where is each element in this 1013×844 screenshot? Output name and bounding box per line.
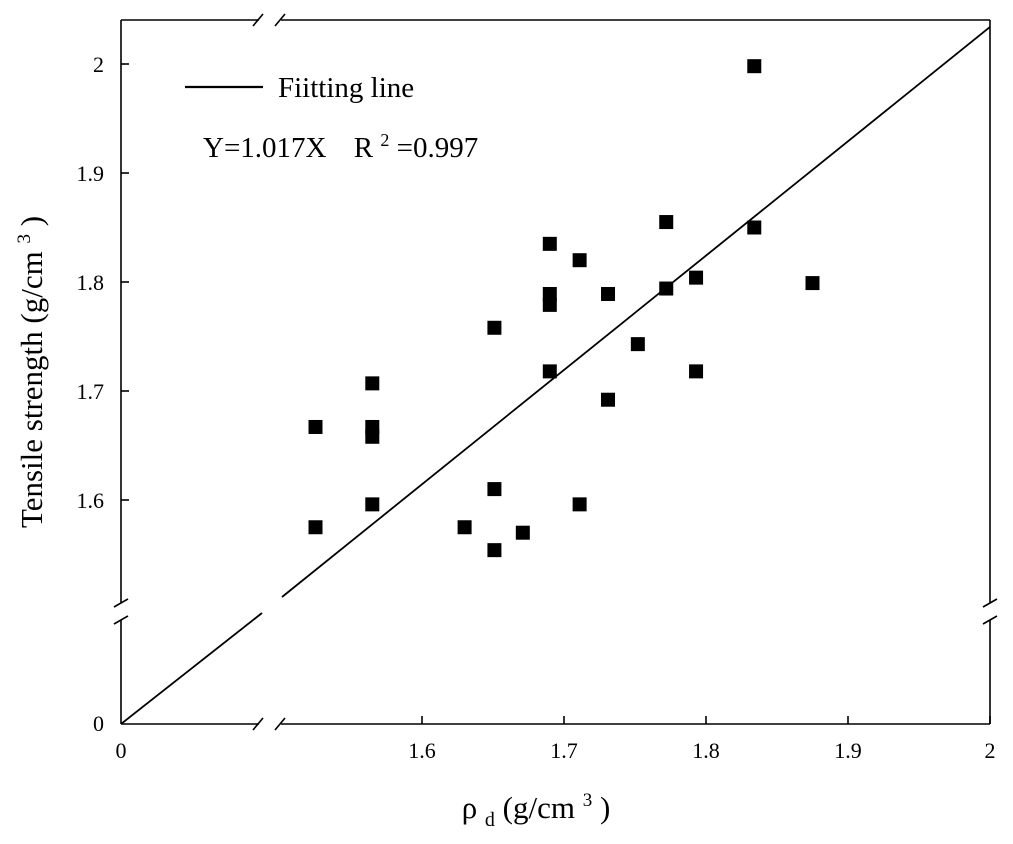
y-tick-label: 1.7	[77, 379, 105, 404]
break-mark-bottom-1	[252, 717, 264, 731]
fitting-line-group	[120, 26, 991, 725]
x-tick-label: 1.7	[550, 738, 578, 763]
break-mark-left-1	[113, 598, 129, 608]
x-axis-title-symbol: ρ	[462, 790, 477, 825]
break-mark-right-2	[982, 615, 998, 625]
data-point	[365, 497, 380, 512]
data-point	[542, 286, 557, 301]
fitting-line-lower	[120, 612, 263, 725]
x-tick-label: 1.8	[692, 738, 720, 763]
x-tick-label: 1.6	[408, 738, 436, 763]
legend: Fiitting line	[185, 72, 414, 104]
data-point	[747, 59, 762, 74]
legend-label: Fiitting line	[278, 72, 414, 104]
break-mark-right-1	[982, 598, 998, 608]
data-point	[689, 270, 704, 285]
fit-equation: Y=1.017X R 2 =0.997	[203, 121, 478, 164]
r-squared-value: =0.997	[397, 132, 479, 164]
data-point	[630, 337, 645, 352]
plot-frame	[120, 19, 991, 725]
x-axis-title-close: )	[600, 790, 610, 825]
data-point	[601, 286, 616, 301]
break-mark-left-2	[113, 615, 129, 625]
data-point	[659, 281, 674, 296]
x-axis-title-sub: d	[485, 809, 495, 831]
r-squared-superscript: 2	[380, 130, 389, 150]
data-point	[542, 297, 557, 312]
y-tick-label: 2	[93, 52, 104, 77]
x-origin-label: 0	[116, 738, 127, 763]
x-tick-label: 2	[985, 738, 996, 763]
data-point	[365, 376, 380, 391]
y-axis-title: Tensile strength (g/cm 3 )	[2, 216, 49, 528]
break-mark-top-1	[252, 13, 264, 27]
x-axis-ticks: 1.6 1.7 1.8 1.9 2	[408, 716, 996, 763]
data-point	[542, 364, 557, 379]
x-axis-title: ρ d (g/cm 3 )	[462, 778, 611, 833]
data-point	[805, 276, 820, 291]
break-mark-top-2	[274, 13, 286, 27]
fit-equation-y: Y=1.017X	[203, 132, 327, 164]
data-point	[457, 520, 472, 535]
data-point	[689, 364, 704, 379]
data-point	[747, 220, 762, 235]
break-mark-bottom-2	[274, 717, 286, 731]
data-point	[487, 482, 502, 497]
x-axis-title-unit: (g/cm	[503, 790, 575, 825]
data-point	[572, 253, 587, 268]
x-tick-label: 1.9	[834, 738, 862, 763]
data-point	[601, 392, 616, 407]
y-axis-title-text: Tensile strength (g/cm	[14, 251, 49, 528]
y-origin-label: 0	[93, 711, 104, 736]
x-axis-title-sup: 3	[583, 790, 593, 811]
data-point	[308, 419, 323, 434]
fitting-line	[281, 26, 991, 598]
y-axis-ticks: 1.6 1.7 1.8 1.9 2	[77, 52, 129, 513]
data-point	[487, 543, 502, 558]
data-point	[572, 497, 587, 512]
data-point	[515, 525, 530, 540]
y-tick-label: 1.8	[77, 270, 105, 295]
data-point	[308, 520, 323, 535]
data-points	[308, 59, 820, 558]
y-tick-label: 1.9	[77, 161, 105, 186]
y-axis-title-close: )	[14, 216, 49, 226]
axis-break-marks	[113, 13, 998, 731]
data-point	[542, 236, 557, 251]
data-point	[659, 215, 674, 230]
data-point	[487, 320, 502, 335]
y-tick-label: 1.6	[77, 488, 105, 513]
data-point	[365, 429, 380, 444]
r-squared-symbol: R	[354, 132, 374, 164]
y-axis-title-sup: 3	[14, 234, 35, 244]
